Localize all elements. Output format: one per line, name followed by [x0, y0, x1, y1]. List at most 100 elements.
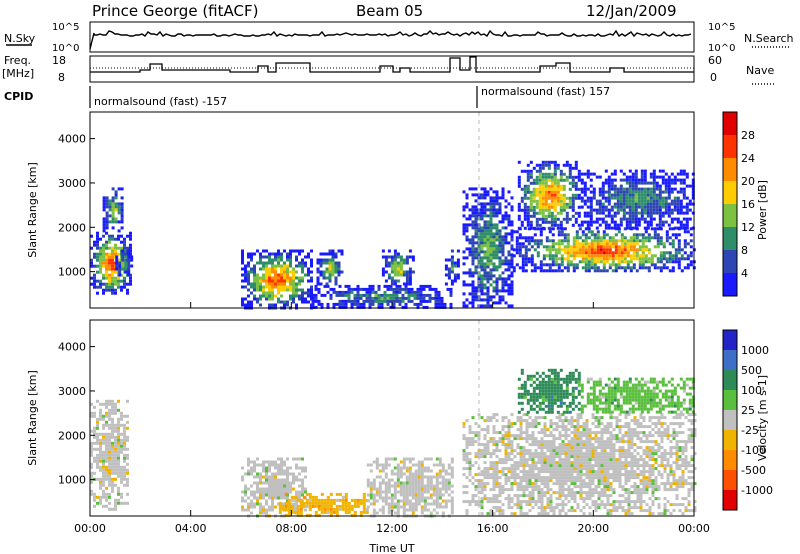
- heatmap-cell: [289, 258, 292, 262]
- heatmap-cell: [401, 293, 405, 297]
- heatmap-cell: [605, 239, 609, 243]
- heatmap-cell: [96, 258, 99, 262]
- heatmap-cell: [547, 175, 551, 179]
- heatmap-cell: [507, 470, 511, 474]
- heatmap-cell: [486, 446, 490, 450]
- heatmap-cell: [516, 485, 520, 489]
- heatmap-cell: [554, 242, 558, 246]
- heatmap-cell: [114, 220, 118, 224]
- heatmap-cell: [635, 236, 639, 240]
- heatmap-cell: [114, 270, 117, 274]
- heatmap-cell: [489, 205, 493, 209]
- heatmap-cell: [304, 487, 307, 491]
- heatmap-cell: [582, 428, 586, 432]
- heatmap-cell: [480, 479, 484, 483]
- heatmap-cell: [374, 299, 378, 303]
- heatmap-cell: [555, 473, 559, 477]
- heatmap-cell: [495, 229, 499, 233]
- heatmap-cell: [256, 463, 259, 467]
- heatmap-cell: [524, 236, 528, 240]
- heatmap-cell: [498, 244, 502, 248]
- heatmap-cell: [417, 463, 421, 467]
- heatmap-cell: [483, 187, 487, 191]
- heatmap-cell: [558, 467, 562, 471]
- heatmap-cell: [271, 261, 274, 265]
- heatmap-cell: [435, 490, 439, 494]
- heatmap-cell: [575, 239, 579, 243]
- heatmap-cell: [535, 223, 539, 227]
- heatmap-cell: [570, 470, 574, 474]
- heatmap-cell: [555, 506, 559, 510]
- heatmap-cell: [308, 513, 312, 517]
- heatmap-cell: [486, 301, 490, 305]
- heatmap-cell: [325, 258, 329, 262]
- heatmap-cell: [471, 262, 475, 266]
- heatmap-cell: [120, 217, 124, 221]
- heatmap-cell: [398, 287, 402, 291]
- heatmap-cell: [307, 300, 310, 304]
- heatmap-cell: [102, 249, 105, 253]
- heatmap-cell: [647, 257, 651, 261]
- heatmap-cell: [362, 498, 366, 502]
- heatmap-cell: [628, 208, 632, 212]
- heatmap-cell: [588, 497, 592, 501]
- heatmap-cell: [628, 199, 632, 203]
- heatmap-cell: [117, 211, 121, 215]
- heatmap-cell: [640, 187, 644, 191]
- heatmap-cell: [526, 169, 530, 173]
- heatmap-cell: [570, 497, 574, 501]
- heatmap-cell: [685, 184, 689, 188]
- heatmap-cell: [556, 181, 560, 185]
- heatmap-cell: [545, 254, 549, 258]
- heatmap-cell: [549, 461, 553, 465]
- heatmap-cell: [553, 172, 557, 176]
- heatmap-cell: [90, 264, 93, 268]
- heatmap-cell: [489, 419, 493, 423]
- heatmap-cell: [688, 217, 692, 221]
- heatmap-cell: [105, 258, 108, 262]
- heatmap-cell: [582, 479, 586, 483]
- heatmap-cell: [685, 196, 689, 200]
- heatmap-cell: [637, 205, 641, 209]
- heatmap-cell: [480, 193, 484, 197]
- heatmap-cell: [399, 255, 403, 259]
- heatmap-cell: [570, 473, 574, 477]
- heatmap-cell: [495, 431, 499, 435]
- heatmap-cell: [99, 447, 102, 451]
- heatmap-cell: [432, 463, 436, 467]
- heatmap-cell: [662, 266, 666, 270]
- heatmap-cell: [551, 248, 555, 252]
- heatmap-cell: [685, 205, 689, 209]
- heatmap-cell: [541, 226, 545, 230]
- heatmap-cell: [576, 458, 580, 462]
- heatmap-cell: [599, 257, 603, 261]
- heatmap-cell: [462, 455, 466, 459]
- heatmap-cell: [262, 496, 265, 500]
- heatmap-cell: [526, 175, 530, 179]
- heatmap-cell: [283, 276, 286, 280]
- heatmap-cell: [652, 184, 656, 188]
- heatmap-cell: [489, 476, 493, 480]
- heatmap-cell: [96, 438, 99, 442]
- heatmap-cell: [641, 236, 645, 240]
- heatmap-cell: [396, 463, 400, 467]
- heatmap-cell: [610, 214, 614, 218]
- heatmap-cell: [489, 253, 493, 257]
- heatmap-cell: [314, 305, 318, 309]
- heatmap-cell: [510, 223, 514, 227]
- heatmap-cell: [320, 501, 324, 505]
- heatmap-cell: [576, 455, 580, 459]
- heatmap-cell: [447, 478, 451, 482]
- heatmap-cell: [244, 499, 247, 503]
- heatmap-cell: [301, 288, 304, 292]
- heatmap-cell: [483, 208, 487, 212]
- heatmap-cell: [489, 262, 493, 266]
- heatmap-cell: [572, 239, 576, 243]
- heatmap-cell: [420, 484, 424, 488]
- heatmap-cell: [528, 497, 532, 501]
- heatmap-cell: [489, 229, 493, 233]
- heatmap-cell: [546, 485, 550, 489]
- heatmap-cell: [129, 246, 132, 250]
- heatmap-cell: [290, 498, 294, 502]
- heatmap-cell: [332, 501, 336, 505]
